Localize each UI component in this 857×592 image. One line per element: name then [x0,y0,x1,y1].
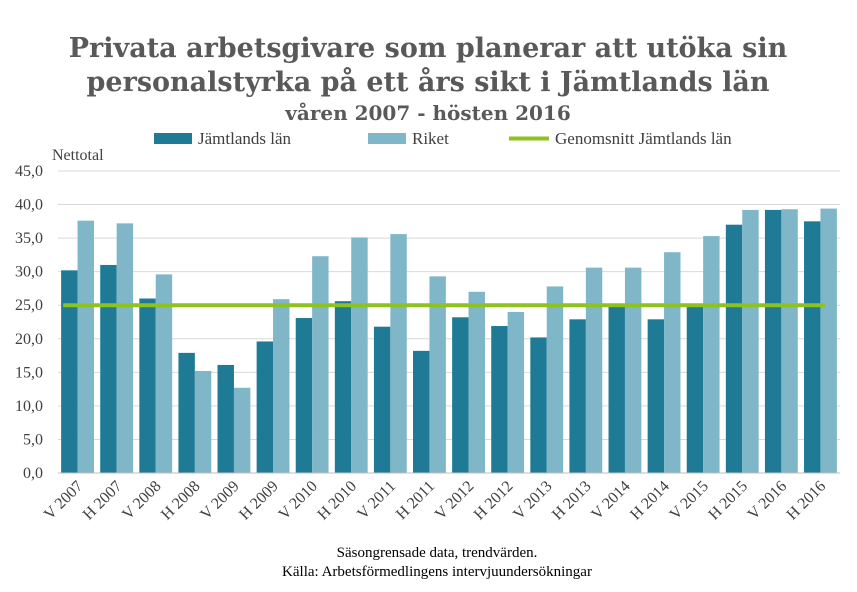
bar-jamtland [725,224,743,473]
x-tick-label: V 2015 [667,478,712,523]
bar-jamtland [452,317,469,473]
x-tick-label: V 2011 [354,478,399,523]
bar-riket [312,256,329,473]
y-axis-ticks: 0,0 5,0 10,0 15,0 20,0 25,0 30,0 35,0 40,0 45,0 [15,163,43,482]
bar-riket [468,291,485,473]
bar-jamtland [608,304,625,473]
chart-title-line-2: personalstyrka på ett års sikt i Jämtlan… [87,65,770,98]
y-tick-label: 10,0 [15,398,43,415]
x-tick-label: H 2008 [158,478,204,524]
x-tick-label: H 2007 [80,478,126,524]
y-tick-label: 40,0 [15,197,43,214]
x-tick-label: V 2008 [119,478,164,523]
bar-jamtland [139,298,156,473]
legend-swatch-riket [368,133,406,144]
y-tick-label: 15,0 [15,364,43,381]
bar-riket [233,387,251,473]
y-tick-label: 5,0 [23,431,43,448]
bar-jamtland [295,317,313,473]
x-tick-label: H 2014 [627,478,673,524]
legend-label-jamtland: Jämtlands län [198,129,292,148]
bar-riket [624,267,642,473]
bar-jamtland [569,319,586,473]
legend-swatch-jamtland [154,133,192,144]
bar-riket [781,209,798,473]
bar-riket [585,267,603,473]
x-tick-label: H 2011 [393,478,438,523]
legend-label-riket: Riket [412,129,449,148]
bar-jamtland [413,350,430,473]
bar-riket [194,370,212,473]
x-tick-label: V 2013 [510,478,555,523]
bar-jamtland [217,364,234,473]
legend: Jämtlands län Riket Genomsnitt Jämtlands… [154,129,732,148]
x-tick-label: V 2012 [432,478,477,523]
x-tick-label: H 2015 [705,478,751,524]
y-tick-label: 20,0 [15,331,43,348]
x-tick-label: V 2016 [745,478,790,523]
y-axis-label: Nettotal [52,147,104,164]
x-tick-label: V 2010 [276,478,321,523]
x-tick-label: H 2009 [236,478,282,524]
y-tick-label: 25,0 [15,297,43,314]
y-tick-label: 45,0 [15,163,43,180]
legend-label-average: Genomsnitt Jämtlands län [555,129,732,148]
bar-jamtland [647,319,665,473]
bar-jamtland [334,301,352,473]
bar-riket [77,220,94,473]
bar-jamtland [804,221,821,473]
bar-jamtland [491,326,508,473]
chart-subtitle: våren 2007 - hösten 2016 [284,101,571,125]
y-tick-label: 35,0 [15,230,43,247]
bar-jamtland [686,303,704,473]
bar-riket [429,276,446,473]
x-tick-label: H 2013 [549,478,595,524]
bars [61,208,837,474]
y-tick-label: 30,0 [15,264,43,281]
x-tick-label: H 2010 [314,478,360,524]
bar-jamtland [61,270,78,473]
bar-jamtland [178,352,195,473]
bar-jamtland [373,326,391,473]
note-source: Källa: Arbetsförmedlingens intervjuunder… [282,564,592,580]
bar-jamtland [100,264,117,473]
bar-riket [155,274,173,473]
chart-title-line-1: Privata arbetsgivare som planerar att ut… [69,33,788,64]
bar-riket [742,209,759,473]
note-seasonal: Säsongrensade data, trendvärden. [337,545,538,561]
bar-riket [273,299,290,473]
x-tick-label: V 2014 [588,478,633,523]
x-tick-label: V 2007 [41,478,86,523]
bar-jamtland [764,209,782,473]
bar-jamtland [256,341,274,473]
x-tick-label: H 2016 [784,478,830,524]
x-tick-label: V 2009 [197,478,242,523]
x-tick-label: H 2012 [471,478,517,524]
bar-riket [546,286,564,473]
bar-riket [351,237,368,473]
y-tick-label: 0,0 [23,465,43,482]
bar-riket [116,223,134,473]
bar-riket [820,208,837,474]
bar-riket [664,252,681,473]
bar-riket [507,311,525,473]
bar-riket [390,234,407,473]
bar-riket [703,236,720,473]
bar-jamtland [530,337,547,473]
